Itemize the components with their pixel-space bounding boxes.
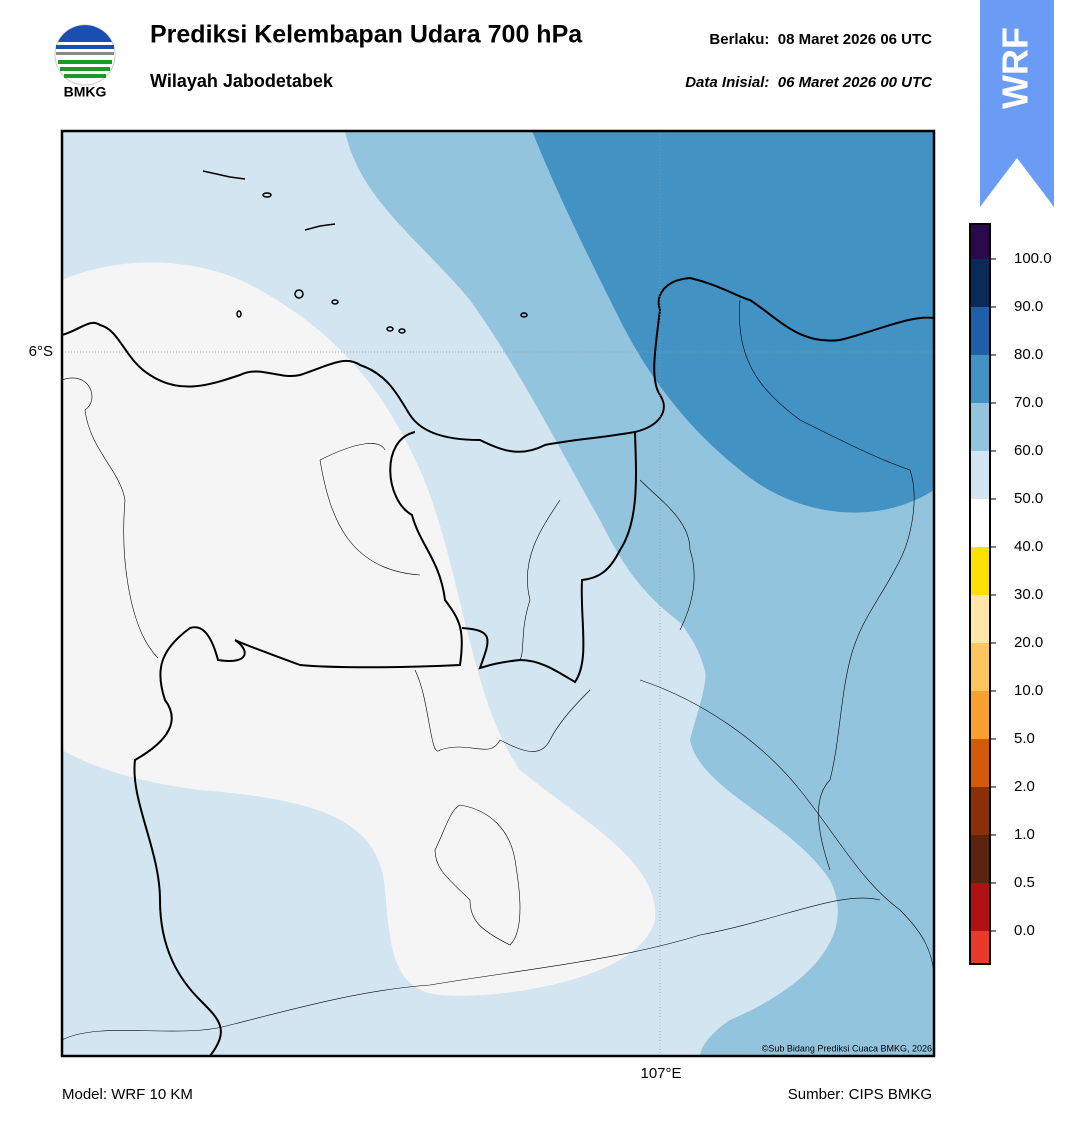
badge: [980, 0, 1054, 207]
colorbar-label: 50.0: [1014, 490, 1043, 507]
colorbar: [969, 223, 991, 965]
logo: BMKG: [54, 24, 116, 100]
map-frame: [60, 129, 936, 1058]
model-note: Model: WRF 10 KM: [62, 1086, 193, 1103]
colorbar-label: 80.0: [1014, 346, 1043, 363]
colorbar-label: 5.0: [1014, 730, 1035, 747]
colorbar-label: 20.0: [1014, 634, 1043, 651]
credit: ©Sub Bidang Prediksi Cuaca BMKG, 2026: [762, 1043, 932, 1053]
colorbar-label: 30.0: [1014, 586, 1043, 603]
colorbar-label: 1.0: [1014, 826, 1035, 843]
init-time: Data Inisial: 06 Maret 2026 00 UTC: [685, 74, 933, 91]
colorbar-label: 60.0: [1014, 442, 1043, 459]
colorbar-label: 10.0: [1014, 682, 1043, 699]
valid-time: Berlaku: 08 Maret 2026 06 UTC: [709, 31, 932, 48]
colorbar-label: 100.0: [1014, 250, 1052, 267]
colorbar-label: 0.0: [1014, 922, 1035, 939]
title: Prediksi Kelembapan Udara 700 hPa: [150, 21, 583, 49]
badge-text: WRF: [995, 27, 1036, 109]
subtitle: Wilayah Jabodetabek: [150, 71, 334, 91]
colorbar-label: 90.0: [1014, 298, 1043, 315]
map: ©Sub Bidang Prediksi Cuaca BMKG, 2026: [62, 131, 934, 1056]
lat-label: 6°S: [29, 343, 53, 360]
colorbar-label: 0.5: [1014, 874, 1035, 891]
source-note: Sumber: CIPS BMKG: [788, 1086, 932, 1103]
logo-text: BMKG: [64, 84, 107, 100]
colorbar-label: 2.0: [1014, 778, 1035, 795]
lon-label: 107°E: [640, 1065, 681, 1082]
colorbar-label: 70.0: [1014, 394, 1043, 411]
colorbar-label: 40.0: [1014, 538, 1043, 555]
